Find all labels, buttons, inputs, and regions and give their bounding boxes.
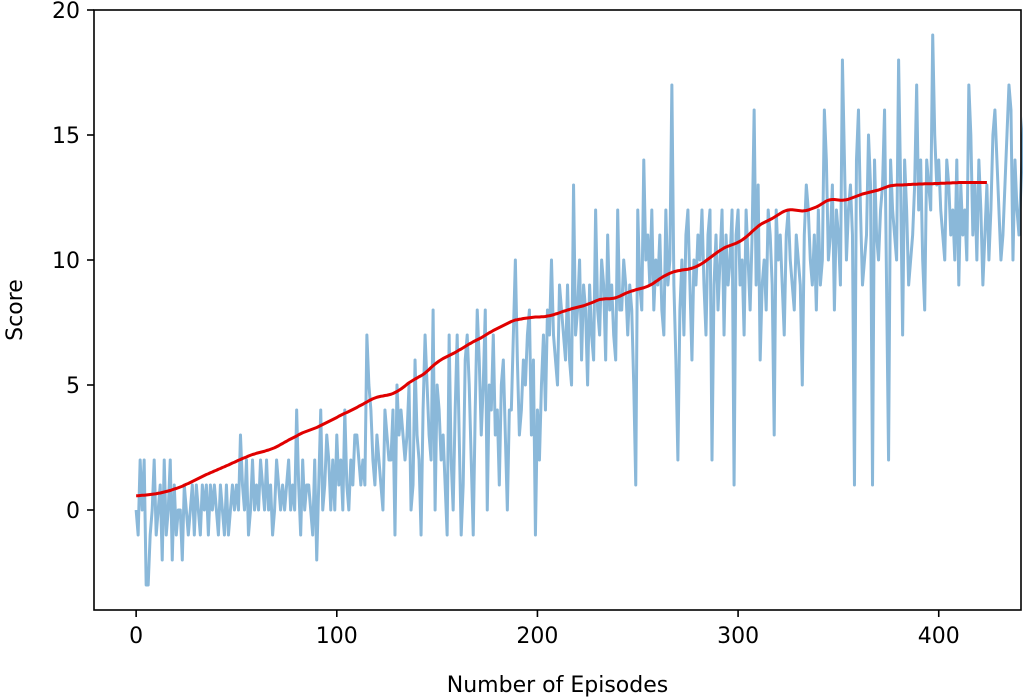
y-tick-label: 5: [66, 374, 80, 399]
moving-average-line: [136, 181, 987, 498]
ticks-layer: 0 100 200 300 400 0 5 10 15 20: [52, 0, 960, 649]
plot-frame: [93, 9, 1022, 611]
x-tick-label: 100: [316, 624, 358, 649]
x-tick-label: 200: [516, 624, 558, 649]
y-tick-label: 10: [52, 249, 80, 274]
y-tick-label: 0: [66, 499, 80, 524]
y-tick-label: 15: [52, 124, 80, 149]
score-series-line: [134, 33, 1023, 587]
x-tick-label: 0: [129, 624, 143, 649]
y-axis-label: Score: [3, 279, 28, 341]
series-layer: [134, 33, 1023, 587]
x-axis-label: Number of Episodes: [447, 673, 668, 698]
y-tick-label: 20: [52, 0, 80, 24]
x-tick-label: 300: [717, 624, 759, 649]
x-tick-label: 400: [918, 624, 960, 649]
